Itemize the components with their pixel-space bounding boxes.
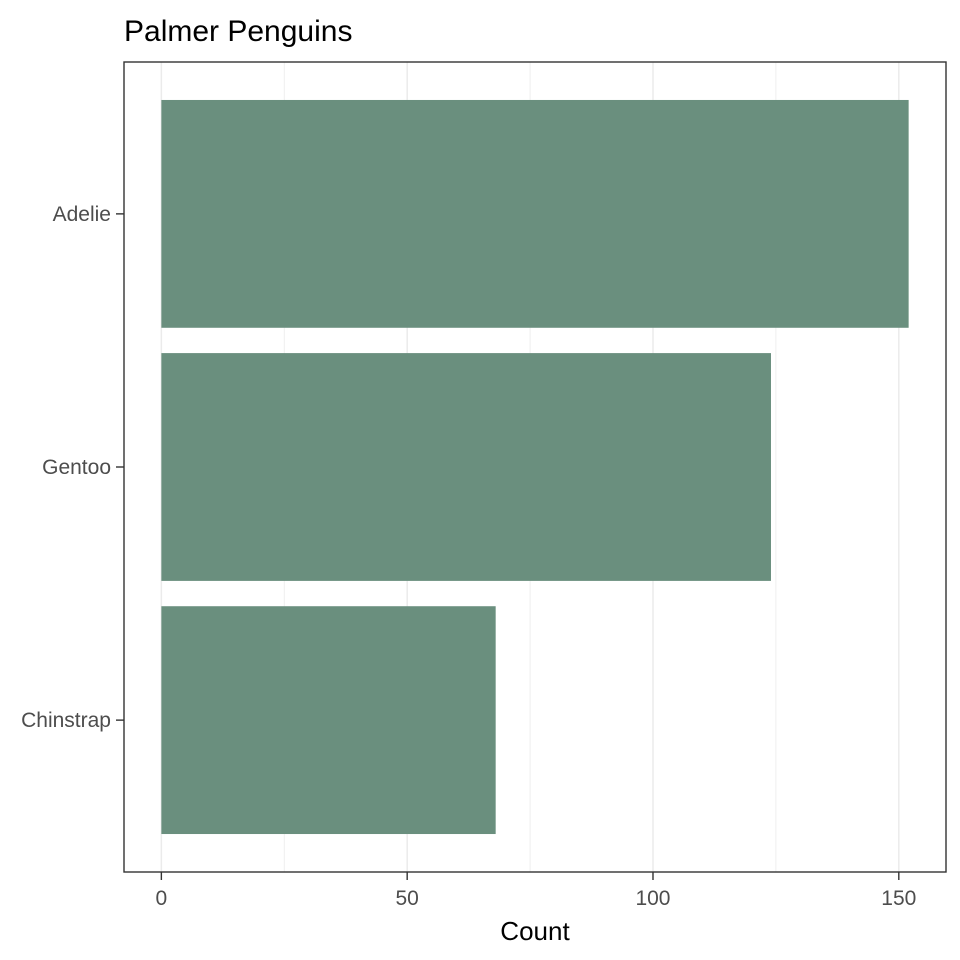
bar-adelie [161, 99, 909, 328]
bar-chinstrap [161, 606, 496, 835]
x-tick-label: 150 [881, 887, 916, 910]
y-axis: Adelie Gentoo Chinstrap [21, 203, 124, 732]
y-tick-label-adelie: Adelie [53, 203, 111, 226]
x-tick-label: 50 [395, 887, 418, 910]
bars [161, 99, 909, 835]
bar-gentoo [161, 353, 771, 581]
x-axis-title: Count [500, 916, 570, 946]
x-tick-label: 0 [156, 887, 168, 910]
x-tick-label: 100 [635, 887, 670, 910]
x-axis: 0 50 100 150 [156, 872, 916, 910]
y-tick-label-gentoo: Gentoo [42, 456, 111, 479]
y-tick-label-chinstrap: Chinstrap [21, 709, 111, 732]
chart-title: Palmer Penguins [124, 15, 352, 48]
